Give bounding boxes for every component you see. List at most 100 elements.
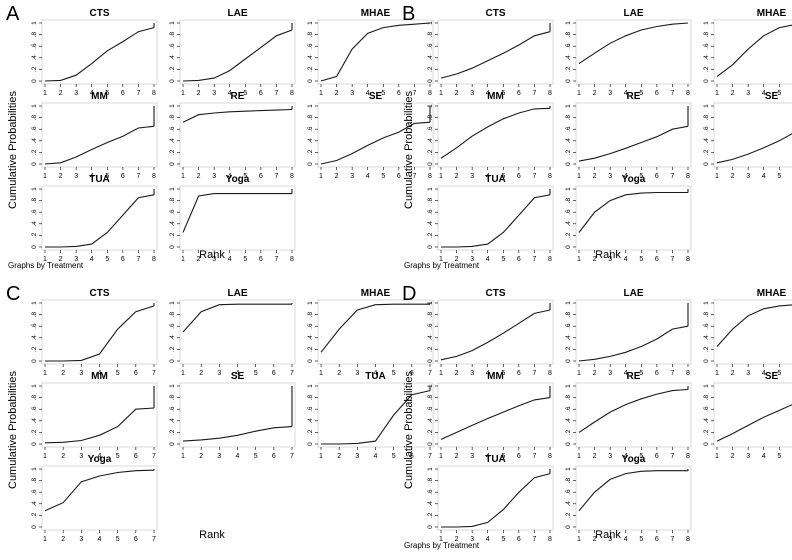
y-tick-label: 1 [703, 21, 710, 25]
y-tick-label: 1 [565, 21, 572, 25]
x-tick-label: 5 [105, 256, 109, 263]
x-tick-label: 5 [501, 256, 505, 263]
x-tick-label: 2 [593, 90, 597, 97]
y-tick-label: .2 [31, 149, 38, 155]
y-tick-label: .4 [565, 221, 572, 227]
y-tick-label: 1 [31, 104, 38, 108]
y-tick-label: .8 [565, 395, 572, 401]
y-tick-label: 1 [169, 384, 176, 388]
x-tick-label: 8 [548, 256, 552, 263]
y-tick-label: 0 [169, 359, 176, 363]
y-tick-label: 1 [169, 104, 176, 108]
x-tick-label: 6 [259, 256, 263, 263]
y-tick-label: .6 [31, 209, 38, 215]
plot-frame [41, 185, 158, 251]
y-tick-label: .8 [565, 32, 572, 38]
subplot-lae: LAE 0 .2 .4 .6 .8 1 1 2 3 4 5 6 7 [169, 288, 296, 377]
x-tick-label: 4 [486, 173, 490, 180]
y-tick-label: .6 [703, 126, 710, 132]
x-tick-label: 2 [61, 370, 65, 377]
y-tick-label: .2 [703, 66, 710, 72]
x-tick-label: 3 [212, 90, 216, 97]
y-tick-label: .8 [703, 32, 710, 38]
subplot-cts: CTS 0 .2 .4 .6 .8 1 1 2 3 4 5 6 7 [31, 288, 158, 377]
y-tick-label: 1 [31, 384, 38, 388]
series-line [716, 133, 792, 164]
y-tick-label: .8 [565, 198, 572, 204]
x-tick-label: 3 [608, 173, 612, 180]
y-tick-label: 0 [307, 442, 314, 446]
y-tick-label: 0 [307, 162, 314, 166]
subplot-title: LAE [624, 288, 644, 299]
x-tick-label: 5 [243, 90, 247, 97]
x-tick-label: 2 [455, 370, 459, 377]
subplot-mm: MM 0 .2 .4 .6 .8 1 1 2 3 4 5 6 7 8 [427, 371, 554, 460]
x-tick-label: 7 [670, 536, 674, 543]
series-line [182, 29, 293, 82]
y-tick-label: 0 [427, 79, 434, 83]
series-line [320, 303, 430, 353]
plot-frame [575, 382, 692, 448]
x-tick-label: 4 [624, 173, 628, 180]
x-tick-label: 5 [501, 453, 505, 460]
x-tick-label: 7 [412, 90, 416, 97]
y-tick-label: .4 [565, 138, 572, 144]
y-tick-label: .6 [427, 489, 434, 495]
x-tick-label: 3 [746, 370, 750, 377]
x-tick-label: 4 [486, 453, 490, 460]
y-tick-label: .2 [427, 512, 434, 518]
y-tick-label: .4 [169, 138, 176, 144]
x-tick-label: 3 [608, 536, 612, 543]
y-tick-label: .4 [31, 138, 38, 144]
series-line [440, 31, 551, 79]
y-tick-label: 1 [427, 21, 434, 25]
x-tick-label: 5 [777, 90, 781, 97]
x-tick-label: 5 [243, 256, 247, 263]
x-tick-label: 2 [455, 256, 459, 263]
x-tick-label: 4 [762, 173, 766, 180]
x-tick-label: 5 [639, 90, 643, 97]
figure-caption: Graphs by Treatment [404, 541, 480, 550]
x-tick-label: 5 [639, 256, 643, 263]
y-tick-label: .2 [169, 429, 176, 435]
plot-frame [575, 102, 692, 168]
subplot-tua: TUA 0 .2 .4 .6 .8 1 1 2 3 4 5 6 7 8 [427, 174, 554, 263]
y-tick-label: .2 [703, 346, 710, 352]
y-tick-label: .8 [31, 312, 38, 318]
y-tick-label: 1 [307, 104, 314, 108]
y-tick-label: 0 [31, 525, 38, 529]
x-tick-label: 1 [319, 90, 323, 97]
plot-frame [575, 185, 692, 251]
x-tick-label: 7 [152, 536, 156, 543]
x-tick-label: 3 [74, 173, 78, 180]
x-tick-label: 7 [532, 453, 536, 460]
y-tick-label: 1 [169, 21, 176, 25]
y-tick-label: .8 [31, 115, 38, 121]
plot-frame [41, 19, 158, 85]
x-tick-label: 2 [337, 370, 341, 377]
x-tick-label: 2 [593, 536, 597, 543]
x-tick-label: 4 [624, 370, 628, 377]
subplot-title: TUA [365, 371, 386, 382]
x-tick-label: 2 [731, 173, 735, 180]
x-tick-label: 5 [254, 370, 258, 377]
y-tick-label: .6 [169, 406, 176, 412]
panel-D: D Cumulative Probabilities CTS 0 .2 .4 .6 .8 1 1 2… [402, 283, 792, 550]
x-tick-label: 1 [43, 536, 47, 543]
x-tick-label: 8 [290, 256, 294, 263]
series-line [44, 27, 155, 82]
y-tick-label: 0 [31, 162, 38, 166]
x-tick-label: 6 [517, 453, 521, 460]
y-tick-label: 1 [703, 104, 710, 108]
x-tick-label: 2 [335, 90, 339, 97]
x-tick-label: 6 [397, 90, 401, 97]
x-tick-label: 2 [593, 173, 597, 180]
x-tick-label: 3 [746, 173, 750, 180]
subplot-cts: CTS 0 .2 .4 .6 .8 1 1 2 3 4 5 6 7 8 [31, 8, 158, 97]
y-tick-label: .4 [307, 335, 314, 341]
subplot-title: CTS [90, 288, 110, 299]
y-tick-label: .8 [307, 395, 314, 401]
x-tick-label: 2 [593, 453, 597, 460]
y-tick-label: .4 [169, 335, 176, 341]
subplot-re: RE 0 .2 .4 .6 .8 1 1 2 3 4 5 6 7 8 [169, 91, 296, 180]
